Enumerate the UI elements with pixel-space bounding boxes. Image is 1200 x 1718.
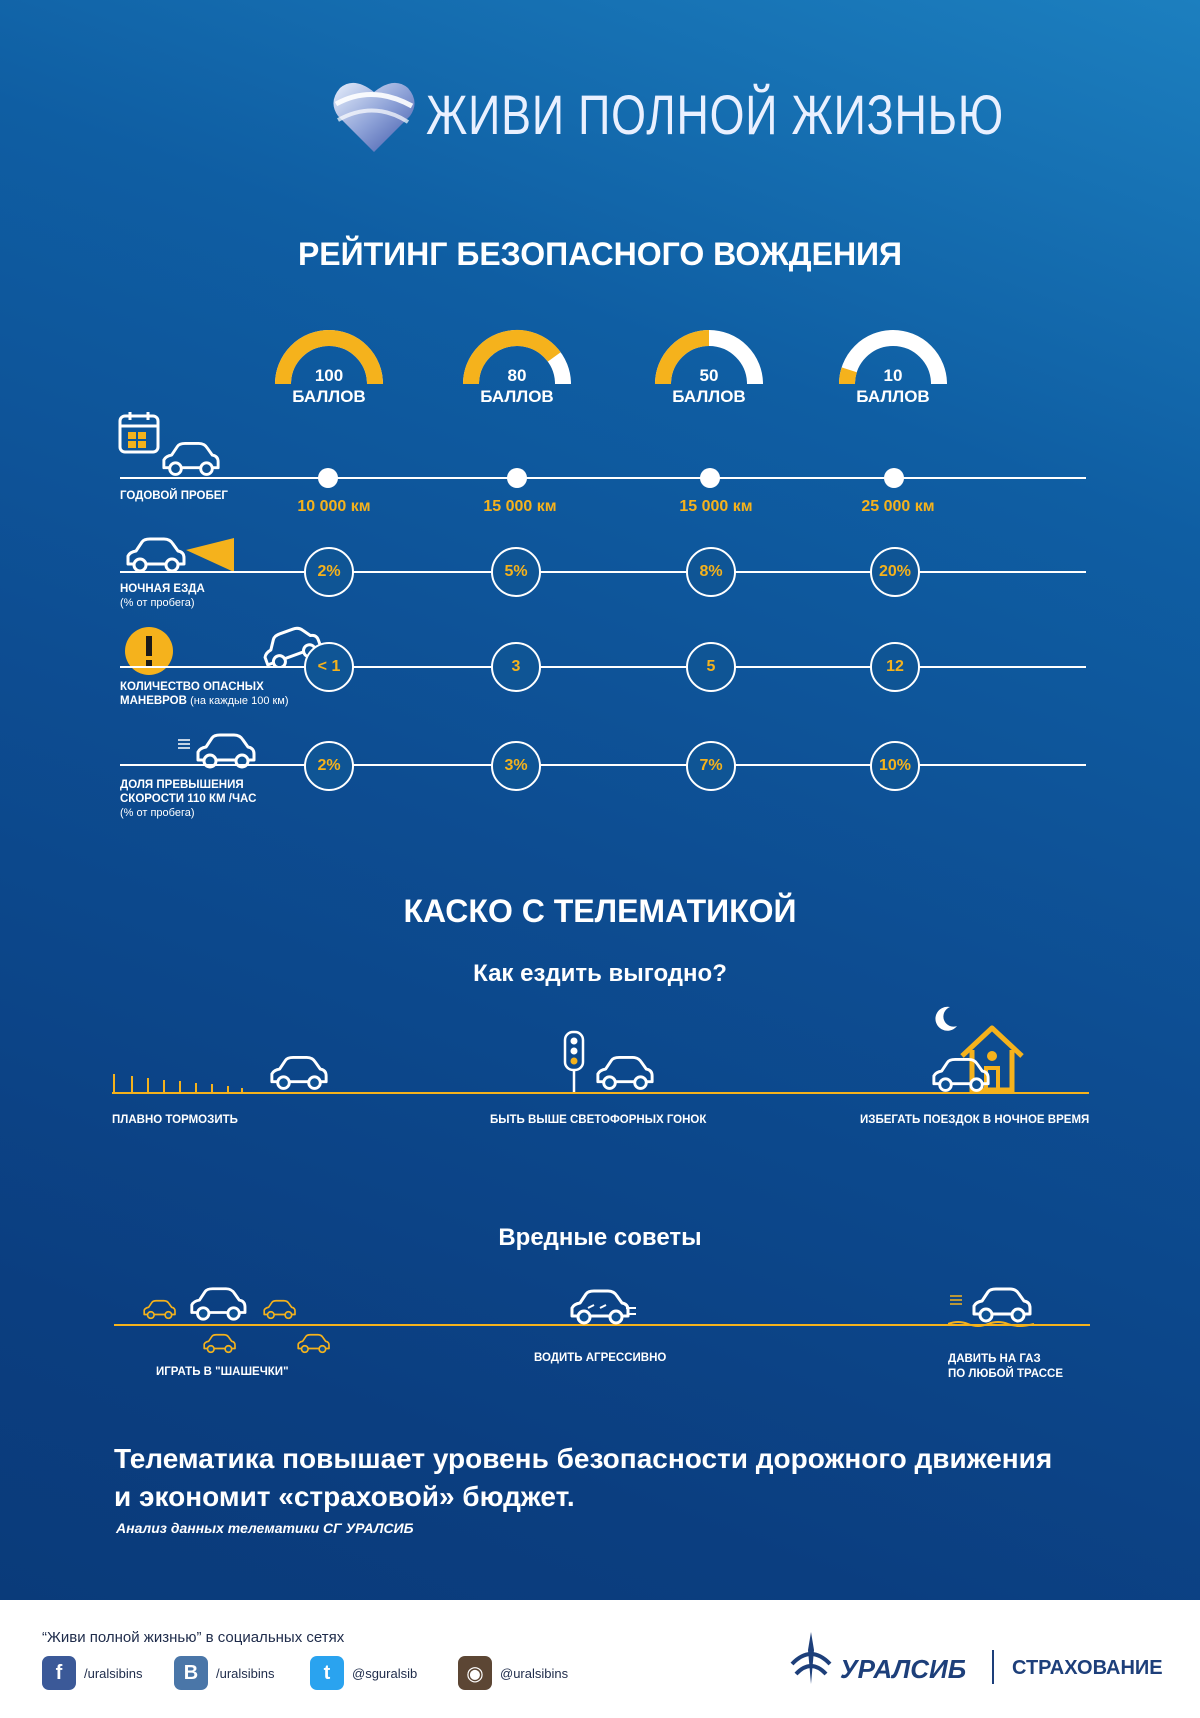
mileage-line [120,477,1086,479]
maneuvers-value: 12 [870,642,920,692]
score-label-100: 100 БАЛЛОВ [292,366,366,406]
car-icon [932,1058,990,1092]
mileage-value: 15 000 км [679,498,753,515]
social-instagram[interactable]: ◉ @uralsibins [458,1656,568,1690]
social-handle: @sguralsib [352,1665,418,1681]
gauge-fill [275,330,383,385]
mileage-dot [318,468,338,488]
night-line [120,571,1086,573]
night-value: 5% [491,547,541,597]
heart-logo-icon [333,82,415,152]
facebook-icon: f [42,1656,76,1690]
score-label-80: 80 БАЛЛОВ [480,366,554,406]
rating-title: РЕЙТИНГ БЕЗОПАСНОГО ВОЖДЕНИЯ [297,236,903,272]
conclusion-source: Анализ данных телематики СГ УРАЛСИБ [116,1520,414,1536]
car-icon [162,442,220,476]
conclusion-text: Телематика повышает уровень безопасности… [114,1443,1053,1512]
speeding-car-icon [948,1287,1034,1327]
night-value: 8% [686,547,736,597]
gauge-fill [655,330,710,385]
maneuvers-label: КОЛИЧЕСТВО ОПАСНЫХ МАНЕВРОВ (на каждые 10… [120,681,289,707]
night-value: 20% [870,547,920,597]
gauge-fill [463,330,561,385]
footer-divider [992,1650,994,1684]
maneuvers-value: < 1 [304,642,354,692]
bad-label-aggressive: ВОДИТЬ АГРЕССИВНО [534,1352,667,1364]
score-gauges [0,0,1200,420]
bad-road-line [114,1324,1090,1326]
brand-logo [332,74,416,154]
speeding-line [120,764,1086,766]
speeding-value: 7% [686,741,736,791]
twitter-icon: t [310,1656,344,1690]
vk-icon: B [174,1656,208,1690]
score-gauge [839,330,947,385]
mileage-label: ГОДОВОЙ ПРОБЕГ [120,490,228,502]
speeding-car-icon [178,733,256,769]
traffic-light-icon [563,1030,585,1092]
mileage-dot [700,468,720,488]
calendar-icon [118,412,160,454]
uralsib-emblem-icon [790,1632,832,1684]
social-vk[interactable]: B /uralsibins [174,1656,275,1690]
mileage-dot [507,468,527,488]
night-label: НОЧНАЯ ЕЗДА (% от пробега) [120,583,205,609]
social-title: “Живи полной жизнью” в социальных сетях [42,1629,345,1646]
house-icon [960,1025,1024,1092]
bad-advice-title: Вредные советы [498,1224,702,1251]
social-handle: @uralsibins [500,1665,569,1681]
social-handle: /uralsibins [84,1665,143,1681]
speeding-value: 3% [491,741,541,791]
car-icon [270,1056,328,1090]
car-icon [596,1056,654,1090]
score-gauge [463,330,571,385]
social-twitter[interactable]: t @sguralsib [310,1656,417,1690]
maneuvers-line [120,666,1086,668]
maneuvers-value: 5 [686,642,736,692]
kasko-subtitle: Как ездить выгодно? [473,960,727,987]
bad-label-gas: ДАВИТЬ НА ГАЗ ПО ЛЮБОЙ ТРАССЕ [948,1353,1063,1380]
company-name: УРАЛСИБ [840,1654,967,1684]
warning-icon [125,627,173,675]
aggressive-car-icon [570,1289,636,1325]
tip-label-night: ИЗБЕГАТЬ ПОЕЗДОК В НОЧНОЕ ВРЕМЯ [860,1114,1090,1126]
score-gauge [275,330,383,385]
score-label-10: 10 БАЛЛОВ [856,366,930,406]
mileage-value: 15 000 км [483,498,557,515]
mileage-value: 10 000 км [297,498,371,515]
company-division: СТРАХОВАНИЕ [1012,1657,1163,1679]
score-label-50: 50 БАЛЛОВ [672,366,746,406]
score-gauge [655,330,763,385]
social-handle: /uralsibins [216,1665,275,1681]
bad-label-checkers: ИГРАТЬ В "ШАШЕЧКИ" [156,1366,289,1378]
brand-slogan: ЖИВИ ПОЛНОЙ ЖИЗНЬЮ [426,83,1004,146]
tips-road-line [112,1092,1089,1094]
mileage-dot [884,468,904,488]
tip-label-braking: ПЛАВНО ТОРМОЗИТЬ [112,1114,238,1126]
gauge-fill [839,367,857,385]
kasko-title: КАСКО С ТЕЛЕМАТИКОЙ [403,893,797,929]
night-value: 2% [304,547,354,597]
speeding-value: 10% [870,741,920,791]
tip-label-traffic-light: БЫТЬ ВЫШЕ СВЕТОФОРНЫХ ГОНОК [490,1114,707,1126]
social-facebook[interactable]: f /uralsibins [42,1656,143,1690]
speeding-label: ДОЛЯ ПРЕВЫШЕНИЯ СКОРОСТИ 110 КМ /ЧАС (% от… [120,779,257,819]
maneuvers-value: 3 [491,642,541,692]
braking-marks-icon [113,1074,243,1092]
gauge-track [839,330,947,385]
speeding-value: 2% [304,741,354,791]
car-headlight-icon [126,537,234,573]
moon-icon [935,1006,957,1031]
instagram-icon: ◉ [458,1656,492,1690]
checkers-cars-icon [143,1287,330,1354]
mileage-value: 25 000 км [861,498,935,515]
